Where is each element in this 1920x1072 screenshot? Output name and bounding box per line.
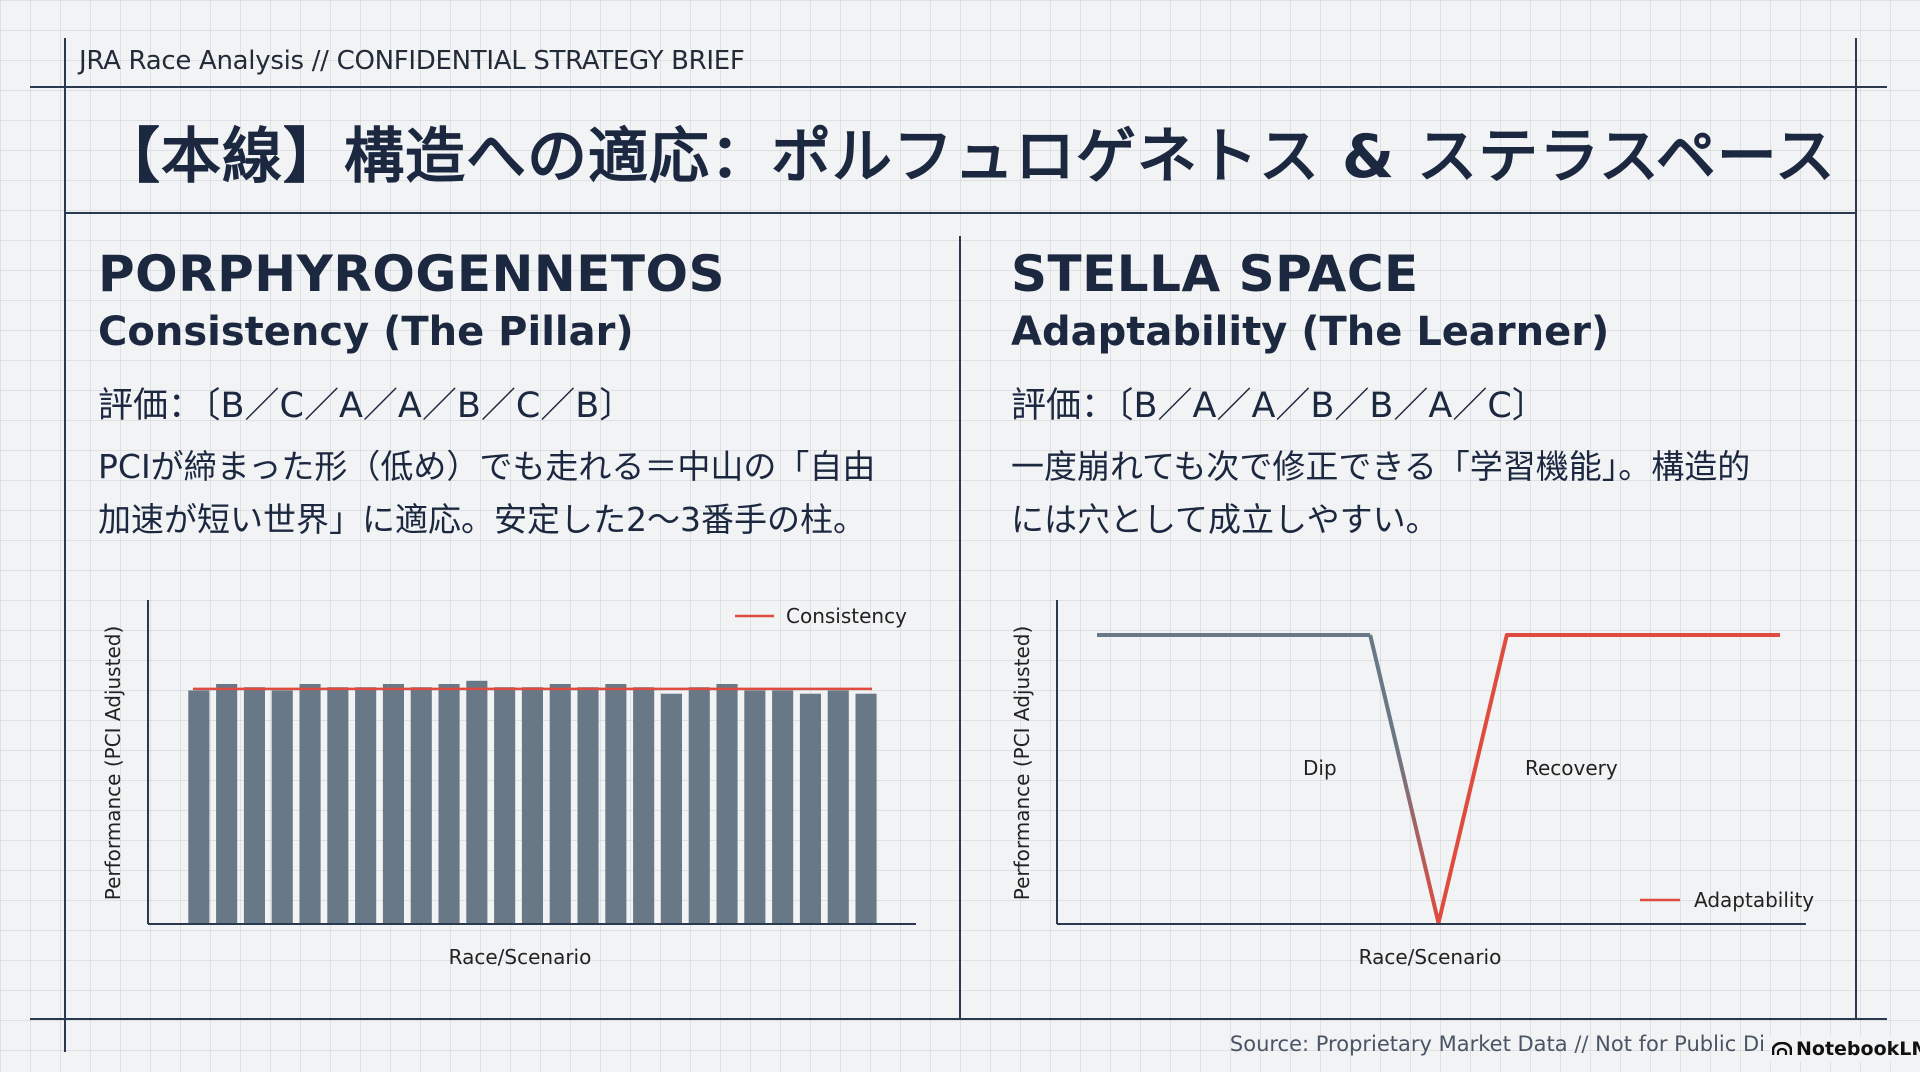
horse-name: STELLA SPACE: [1011, 245, 1419, 303]
horse-description: 一度崩れても次で修正できる「学習機能」。構造的 には穴として成立しやすい。: [1011, 440, 1841, 546]
bar: [549, 684, 571, 923]
y-axis-label: Performance (PCI Adjusted): [1010, 626, 1034, 901]
footer-rule: [30, 1018, 1887, 1020]
bar: [577, 687, 599, 923]
bar: [243, 687, 265, 923]
bar: [633, 687, 655, 923]
bar: [855, 693, 877, 923]
bar: [521, 687, 543, 923]
recovery-annotation: Recovery: [1525, 756, 1618, 780]
frame-right-rule: [1855, 38, 1857, 1018]
description-line: 一度崩れても次で修正できる「学習機能」。構造的: [1011, 447, 1751, 486]
header-rule: [30, 86, 1887, 88]
bar: [494, 687, 516, 923]
series-lines: [1097, 633, 1780, 924]
bar: [438, 684, 460, 923]
description-line: には穴として成立しやすい。: [1011, 500, 1439, 539]
bar: [188, 690, 210, 923]
notebooklm-icon: [1772, 1042, 1792, 1055]
bar-group: [188, 680, 877, 924]
recovery-line: [1436, 633, 1780, 924]
bar: [299, 684, 321, 923]
bar: [605, 684, 627, 923]
x-axis-label: Race/Scenario: [1359, 945, 1502, 969]
x-axis-label: Race/Scenario: [449, 945, 592, 969]
bar: [271, 690, 293, 923]
consistency-bar-chart: Consistency Race/Scenario Performance (P…: [101, 600, 916, 969]
horse-name: PORPHYROGENNETOS: [98, 245, 726, 303]
panel-porphyrogennetos: PORPHYROGENNETOS Consistency (The Pillar…: [98, 245, 928, 546]
brand-label: NotebookLM: [1796, 1038, 1920, 1060]
bar: [355, 687, 377, 923]
bar: [688, 687, 710, 923]
adaptability-line-chart: Dip Recovery Adaptability Race/Scenario …: [1010, 600, 1814, 969]
footer-source: Source: Proprietary Market Data // Not f…: [1229, 1032, 1765, 1056]
notebooklm-logo: NotebookLM: [1770, 1036, 1920, 1062]
bar: [772, 690, 794, 923]
bar: [382, 684, 404, 923]
legend-label: Adaptability: [1694, 888, 1814, 912]
description-line: 加速が短い世界」に適応。安定した2〜3番手の柱。: [98, 500, 866, 539]
horse-description: PCIが締まった形（低め）でも走れる＝中山の「自由 加速が短い世界」に適応。安定…: [98, 440, 928, 546]
page-title: 【本線】構造への適応：ポルフュロゲネトス & ステラスペース: [100, 122, 1836, 192]
horse-subtitle: Consistency (The Pillar): [98, 309, 634, 355]
bar: [327, 687, 349, 923]
bar: [744, 690, 766, 923]
y-axis-label: Performance (PCI Adjusted): [101, 626, 125, 901]
horse-subtitle: Adaptability (The Learner): [1011, 309, 1610, 355]
title-rule: [64, 212, 1857, 214]
panel-stella-space: STELLA SPACE Adaptability (The Learner) …: [1011, 245, 1841, 546]
bar: [660, 693, 682, 923]
bar: [466, 680, 488, 924]
dip-annotation: Dip: [1303, 756, 1337, 780]
bar: [410, 687, 432, 923]
panel-divider: [959, 236, 961, 1020]
horse-rating: 評価：〔B／C／A／A／B／C／B〕: [98, 386, 635, 426]
dip-line: [1368, 634, 1441, 924]
header-label: JRA Race Analysis // CONFIDENTIAL STRATE…: [79, 46, 745, 76]
bar: [216, 684, 238, 923]
horse-rating: 評価：〔B／A／A／B／B／A／C〕: [1011, 386, 1547, 426]
frame-left-rule: [64, 38, 66, 1052]
bar: [827, 690, 849, 923]
legend-label: Consistency: [786, 604, 907, 628]
bar: [799, 693, 821, 923]
bar: [716, 684, 738, 923]
description-line: PCIが締まった形（低め）でも走れる＝中山の「自由: [98, 447, 876, 486]
